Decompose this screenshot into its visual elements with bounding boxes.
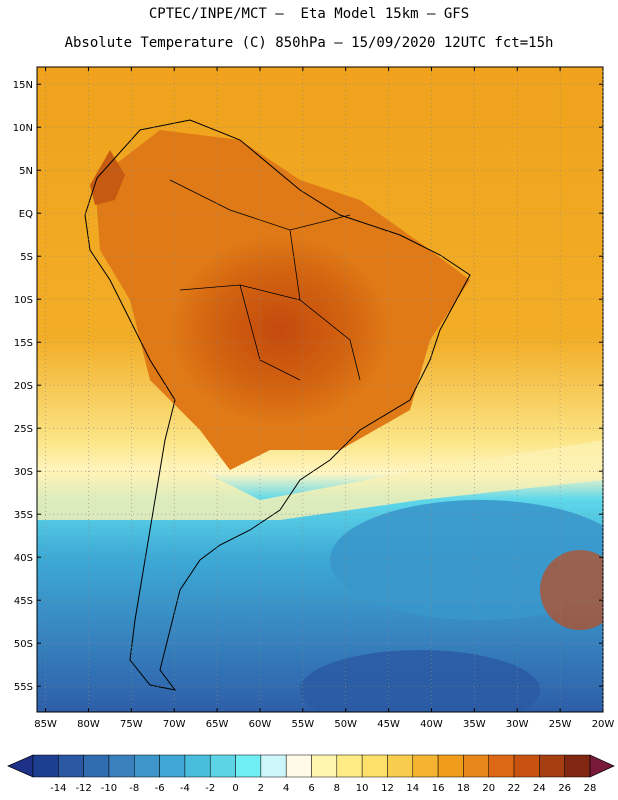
title-line-2: Absolute Temperature (C) 850hPa – 15/09/… [64,35,554,51]
lon-label: 20W [592,719,615,730]
colorbar-label: -14 [50,783,66,794]
lon-label: 60W [249,719,272,730]
lon-label: 55W [292,719,315,730]
coastline-south-america [84,119,471,691]
lon-label: 70W [163,719,186,730]
colorbar-swatch [336,754,363,778]
colorbar-swatch [235,754,262,778]
colorbar-swatch [32,754,59,778]
colorbar-label: 24 [533,783,546,794]
lon-label: 40W [420,719,443,730]
colorbar-label: 6 [308,783,314,794]
colorbar-label: 28 [584,783,597,794]
lon-label: 50W [334,719,357,730]
lat-label: 10S [14,295,33,306]
colorbar-swatch [463,754,489,778]
lat-label: 20S [14,381,33,392]
colorbar-swatch [361,754,388,778]
lon-label: 75W [120,719,143,730]
colorbar-label: -6 [155,783,165,794]
colorbar-high-arrow [589,754,615,778]
lon-label: 65W [206,719,229,730]
colorbar-swatch [108,754,135,778]
plot-frame [36,66,604,713]
lat-label: 5N [19,166,33,177]
lat-label: EQ [19,209,33,220]
colorbar-swatch [285,754,312,778]
colorbar-swatch [437,754,464,778]
lat-label: 45S [14,596,33,607]
lon-label: 25W [549,719,572,730]
colorbar-label: -12 [75,783,91,794]
colorbar-label: 8 [334,783,340,794]
lat-label: 15N [13,80,33,91]
colorbar-label: 10 [356,783,369,794]
colorbar-label: 0 [232,783,238,794]
lon-label: 45W [377,719,400,730]
field-layer [37,67,603,712]
colorbar-swatch [58,754,84,778]
colorbar: -14 -12 -10 -8 -6 -4 -2 0 2 4 6 8 10 12 14 16 18 20 22 24 26… [7,754,615,794]
lon-label: 35W [463,719,486,730]
lat-label: 35S [14,510,33,521]
colorbar-label: 26 [558,783,571,794]
colorbar-label: 16 [432,783,445,794]
colorbar-swatch [159,754,186,778]
colorbar-label: -2 [205,783,215,794]
colorbar-low-arrow [7,754,34,778]
lat-label: 50S [14,639,33,650]
colorbar-label: 20 [482,783,495,794]
colorbar-label: -4 [180,783,190,794]
graticule [37,67,604,712]
colorbar-label: -10 [101,783,117,794]
colorbar-swatch [209,754,236,778]
colorbar-swatch [513,754,540,778]
lat-label: 25S [14,424,33,435]
colorbar-label: 22 [508,783,521,794]
colorbar-swatch [260,754,287,778]
colorbar-label: -8 [129,783,139,794]
lat-label: 5S [20,252,33,263]
colorbar-label: 12 [381,783,394,794]
colorbar-label: 4 [283,783,289,794]
lat-label: 55S [14,682,33,693]
lat-label: 15S [14,338,33,349]
latitude-labels: 15N 10N 5N EQ 5S 10S 15S 20S 25S 30S 35S 40S 45S 50S 5… [13,80,33,693]
colorbar-label: 14 [406,783,419,794]
lat-label: 40S [14,553,33,564]
lon-label: 85W [34,719,57,730]
colorbar-swatch [184,754,211,778]
colorbar-label: 2 [258,783,264,794]
lon-label: 30W [506,719,529,730]
colorbar-label: 18 [457,783,470,794]
colorbar-swatch [311,754,338,778]
colorbar-swatch [83,754,110,778]
lat-label: 10N [13,123,33,134]
colorbar-swatch [387,754,414,778]
longitude-labels: 85W 80W 75W 70W 65W 60W 55W 50W 45W 40W 35W 30W 25W 2… [34,719,614,730]
title-line-1: CPTEC/INPE/MCT – Eta Model 15km – GFS [148,6,470,22]
colorbar-swatch [539,754,565,778]
colorbar-swatch [564,754,591,778]
lon-label: 80W [77,719,100,730]
colorbar-swatch [134,754,160,778]
colorbar-swatch [412,754,439,778]
lat-label: 30S [14,467,33,478]
colorbar-swatch [488,754,515,778]
